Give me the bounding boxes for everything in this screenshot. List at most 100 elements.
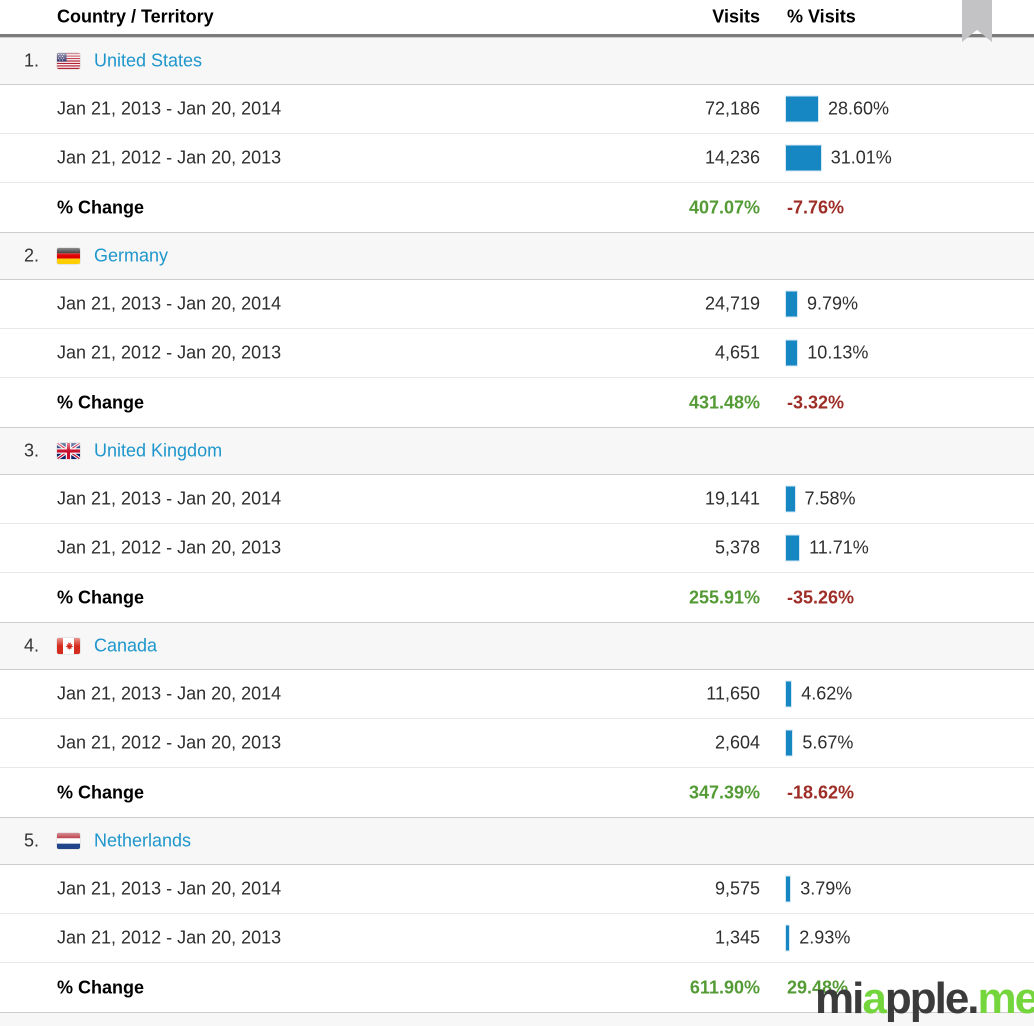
country-row: 2. Germany — [0, 232, 1034, 280]
period-row: Jan 21, 2012 - Jan 20, 2013 5,378 11.71% — [0, 524, 1034, 573]
date-range-label: Jan 21, 2013 - Jan 20, 2014 — [57, 488, 282, 509]
change-row: % Change 407.07% -7.76% — [0, 183, 1034, 232]
visits-value: 9,575 — [714, 878, 760, 899]
visits-value: 72,186 — [704, 98, 760, 119]
pct-visits-cell: 5.67% — [786, 730, 854, 756]
pct-visits-cell: 4.62% — [786, 681, 853, 707]
period-row: Jan 21, 2013 - Jan 20, 2014 11,650 4.62% — [0, 670, 1034, 719]
pct-visits-change-value: -3.32% — [787, 392, 845, 412]
pct-visits-value: 31.01% — [830, 147, 892, 168]
visits-value: 1,345 — [714, 927, 760, 948]
canada-flag-icon — [57, 638, 80, 654]
visits-change-value: 255.91% — [688, 587, 760, 607]
date-range-label: Jan 21, 2012 - Jan 20, 2013 — [57, 927, 282, 948]
period-row: Jan 21, 2013 - Jan 20, 2014 72,186 28.60… — [0, 85, 1034, 134]
pct-visits-cell: 11.71% — [786, 535, 869, 561]
pct-visits-change-value: -18.62% — [787, 782, 855, 802]
pct-visits-change-value: 29.48% — [787, 977, 849, 997]
pct-visits-bar — [786, 730, 793, 756]
pct-visits-value: 5.67% — [802, 732, 854, 753]
visits-change-value: 611.90% — [689, 977, 760, 997]
row-rank: 2. — [24, 245, 40, 266]
period-row: Jan 21, 2013 - Jan 20, 2014 24,719 9.79% — [0, 280, 1034, 329]
pct-visits-value: 2.93% — [799, 927, 851, 948]
date-range-label: Jan 21, 2012 - Jan 20, 2013 — [57, 537, 282, 558]
pct-visits-change-value: -35.26% — [787, 587, 855, 607]
pct-visits-bar — [786, 486, 795, 512]
watermark-segment: pple. — [884, 974, 980, 1023]
change-row: % Change 431.48% -3.32% — [0, 378, 1034, 427]
table-header: Country / Territory Visits % Visits — [0, 0, 1034, 37]
pct-visits-bar — [786, 925, 790, 951]
pct-visits-bar — [786, 340, 798, 366]
country-link-canada[interactable]: Canada — [94, 635, 158, 656]
row-rank: 3. — [24, 440, 40, 461]
watermark-segment: a — [862, 974, 887, 1023]
period-row: Jan 21, 2012 - Jan 20, 2013 14,236 31.01… — [0, 134, 1034, 183]
pct-visits-cell: 7.58% — [786, 486, 856, 512]
period-row: Jan 21, 2012 - Jan 20, 2013 2,604 5.67% — [0, 719, 1034, 768]
watermark: miapple.me — [815, 974, 1034, 1024]
row-rank: 4. — [24, 635, 40, 656]
pct-visits-value: 28.60% — [828, 98, 890, 119]
header-visits: Visits — [712, 6, 760, 27]
pct-visits-cell: 10.13% — [786, 340, 869, 366]
country-row: 1. United States — [0, 37, 1034, 85]
change-label: % Change — [57, 197, 145, 217]
change-row: % Change 255.91% -35.26% — [0, 573, 1034, 622]
period-row: Jan 21, 2013 - Jan 20, 2014 19,141 7.58% — [0, 475, 1034, 524]
visits-change-value: 347.39% — [688, 782, 760, 802]
visits-value: 11,650 — [706, 683, 760, 704]
visits-value: 5,378 — [714, 537, 760, 558]
watermark-segment: me — [977, 974, 1034, 1023]
visits-value: 24,719 — [704, 293, 760, 314]
next-row-sliver — [0, 1012, 1034, 1026]
change-label: % Change — [57, 977, 145, 997]
visits-value: 4,651 — [714, 342, 760, 363]
date-range-label: Jan 21, 2012 - Jan 20, 2013 — [57, 732, 282, 753]
pct-visits-bar — [786, 291, 797, 317]
pct-visits-bar — [786, 876, 791, 902]
pct-visits-value: 11.71% — [809, 537, 869, 558]
country-row: 4. Canada — [0, 622, 1034, 670]
germany-flag-icon — [57, 248, 80, 264]
change-label: % Change — [57, 392, 145, 412]
country-link-united-states[interactable]: United States — [94, 50, 203, 71]
visits-value: 14,236 — [704, 147, 760, 168]
row-rank: 5. — [24, 830, 40, 851]
visits-value: 2,604 — [714, 732, 760, 753]
change-row: % Change 611.90% 29.48% — [0, 963, 1034, 1012]
uk-flag-icon — [57, 443, 80, 459]
pct-visits-change-value: -7.76% — [787, 197, 845, 217]
change-row: % Change 347.39% -18.62% — [0, 768, 1034, 817]
row-rank: 1. — [24, 50, 40, 71]
pct-visits-bar — [786, 681, 792, 707]
country-link-netherlands[interactable]: Netherlands — [94, 830, 192, 851]
country-link-germany[interactable]: Germany — [94, 245, 169, 266]
visits-change-value: 407.07% — [688, 197, 760, 217]
pct-visits-cell: 3.79% — [786, 876, 852, 902]
date-range-label: Jan 21, 2013 - Jan 20, 2014 — [57, 293, 282, 314]
pct-visits-value: 3.79% — [800, 878, 852, 899]
change-label: % Change — [57, 587, 145, 607]
date-range-label: Jan 21, 2012 - Jan 20, 2013 — [57, 147, 282, 168]
country-link-united-kingdom[interactable]: United Kingdom — [94, 440, 223, 461]
pct-visits-bar — [786, 145, 821, 171]
pct-visits-value: 7.58% — [804, 488, 856, 509]
date-range-label: Jan 21, 2013 - Jan 20, 2014 — [57, 98, 282, 119]
pct-visits-value: 4.62% — [801, 683, 853, 704]
pct-visits-value: 9.79% — [807, 293, 859, 314]
pct-visits-cell: 28.60% — [786, 96, 890, 122]
netherlands-flag-icon — [57, 833, 80, 849]
period-row: Jan 21, 2013 - Jan 20, 2014 9,575 3.79% — [0, 865, 1034, 914]
visits-value: 19,141 — [704, 488, 760, 509]
pct-visits-value: 10.13% — [807, 342, 869, 363]
pct-visits-bar — [786, 96, 818, 122]
period-row: Jan 21, 2012 - Jan 20, 2013 4,651 10.13% — [0, 329, 1034, 378]
country-row: 3. United Kingdom — [0, 427, 1034, 475]
pct-visits-cell: 9.79% — [786, 291, 859, 317]
pct-visits-bar — [786, 535, 800, 561]
header-country-territory: Country / Territory — [57, 6, 214, 27]
date-range-label: Jan 21, 2013 - Jan 20, 2014 — [57, 683, 282, 704]
watermark-segment: mi — [815, 974, 864, 1023]
